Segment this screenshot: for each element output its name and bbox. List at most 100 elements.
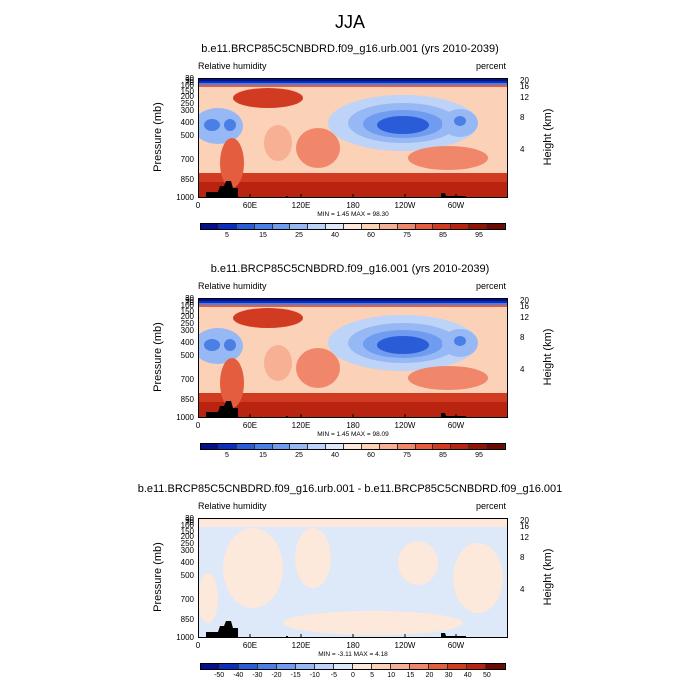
contour-region-11 [233, 308, 303, 328]
x-tick-label: 120E [291, 641, 311, 650]
x-tick-label: 180 [346, 641, 360, 650]
colorbar-label: 5 [225, 232, 229, 239]
y-tick-label: 50 [185, 76, 194, 85]
colorbar-swatch [239, 664, 258, 669]
colorbar-swatch [451, 224, 470, 229]
y-tick-label: 500 [180, 351, 194, 360]
colorbar-swatch [201, 224, 219, 229]
units-label: percent [476, 281, 507, 291]
colorbar-swatch [451, 444, 470, 449]
contour-region-18 [198, 83, 508, 85]
y-axis-label: Pressure (mb) [152, 102, 164, 172]
topography-asia [206, 181, 238, 198]
panel-3: b.e11.BRCP85C5CNBDRD.f09_g16.urb.001 - b… [0, 480, 700, 695]
colorbar-swatch [487, 224, 505, 229]
colorbar-swatch [254, 224, 273, 229]
colorbar-swatch [201, 664, 220, 669]
topography-asia [206, 401, 238, 418]
y-right-tick-label: 4 [520, 145, 525, 154]
y-tick-label: 850 [180, 175, 194, 184]
contour-region-3 [283, 611, 463, 635]
contour-region-17 [198, 301, 508, 303]
panel-2: b.e11.BRCP85C5CNBDRD.f09_g16.001 (yrs 20… [0, 260, 700, 475]
colorbar-label: 60 [367, 452, 375, 459]
y-tick-label: 250 [180, 319, 194, 328]
colorbar-label: 15 [406, 672, 415, 679]
y-tick-label: 50 [185, 516, 194, 525]
contour-region-5 [377, 116, 429, 134]
colorbar-label: 50 [482, 672, 491, 679]
y-tick-label: 30 [185, 514, 194, 523]
colorbar-label: 25 [295, 232, 303, 239]
colorbar [200, 443, 506, 450]
contour-region-4 [398, 541, 438, 585]
y-tick-label: 30 [185, 294, 194, 303]
y-tick-label: 500 [180, 571, 194, 580]
contour-region-1 [198, 402, 508, 418]
contour-region-16 [198, 78, 508, 81]
variable-label: Relative humidity [198, 61, 267, 71]
colorbar-swatch [353, 664, 372, 669]
y-axis-right-label: Height (km) [542, 328, 554, 386]
colorbar-label: 5 [370, 672, 375, 679]
colorbar-label: 30 [444, 672, 453, 679]
contour-region-0 [198, 518, 508, 527]
contour-plot [198, 298, 508, 418]
colorbar-label: 75 [403, 232, 411, 239]
panel-title: b.e11.BRCP85C5CNBDRD.f09_g16.urb.001 (yr… [201, 43, 499, 55]
y-tick-label: 70 [185, 78, 194, 87]
contour-region-17 [198, 81, 508, 83]
colorbar-swatch [379, 444, 398, 449]
y-right-tick-label: 20 [520, 76, 529, 85]
contour-region-16 [198, 298, 508, 301]
y-right-tick-label: 8 [520, 333, 525, 342]
contour-region-6 [198, 573, 218, 623]
contour-svg [198, 518, 508, 638]
colorbar-swatch [308, 444, 327, 449]
colorbar-swatch [391, 664, 410, 669]
colorbar-label: -15 [290, 672, 301, 679]
colorbar-label: 0 [351, 672, 355, 679]
y-tick-label: 700 [180, 375, 194, 384]
y-tick-label: 400 [180, 558, 194, 567]
panel-title: b.e11.BRCP85C5CNBDRD.f09_g16.urb.001 - b… [137, 483, 563, 495]
colorbar-label: 85 [439, 452, 447, 459]
x-tick-label: 120W [394, 421, 416, 430]
units-label: percent [476, 501, 507, 511]
y-right-tick-label: 12 [520, 93, 529, 102]
y-axis-right-label: Height (km) [542, 108, 554, 166]
colorbar-label: 60 [367, 232, 375, 239]
contour-region-2 [295, 528, 331, 588]
colorbar-swatch [397, 444, 416, 449]
y-tick-label: 100 [180, 521, 194, 530]
contour-region-13 [264, 125, 292, 161]
colorbar-label: 10 [387, 672, 396, 679]
colorbar-swatch [344, 444, 362, 449]
y-tick-label: 300 [180, 546, 194, 555]
y-tick-label: 100 [180, 81, 194, 90]
x-tick-label: 60W [447, 201, 465, 210]
y-tick-label: 500 [180, 131, 194, 140]
contour-region-5 [377, 336, 429, 354]
colorbar-label: 40 [331, 232, 339, 239]
colorbar-swatch [272, 444, 291, 449]
figure-title: JJA [334, 12, 365, 32]
colorbar-swatch [326, 224, 344, 229]
contour-region-1 [223, 528, 283, 608]
colorbar-label: 40 [331, 452, 339, 459]
topography-americas [441, 193, 466, 198]
variable-label: Relative humidity [198, 501, 267, 511]
contour-region-19 [198, 305, 508, 307]
contour-region-19 [198, 85, 508, 87]
colorbar-swatch [429, 664, 448, 669]
colorbar-swatch [469, 444, 487, 449]
colorbar-swatch [290, 224, 309, 229]
colorbar-swatch [277, 664, 296, 669]
x-tick-label: 60W [447, 421, 465, 430]
contour-region-18 [198, 303, 508, 305]
colorbar-swatch [290, 444, 309, 449]
colorbar-label: 85 [439, 232, 447, 239]
y-tick-label: 700 [180, 155, 194, 164]
colorbar-label: 15 [259, 452, 267, 459]
y-tick-label: 200 [180, 312, 194, 321]
